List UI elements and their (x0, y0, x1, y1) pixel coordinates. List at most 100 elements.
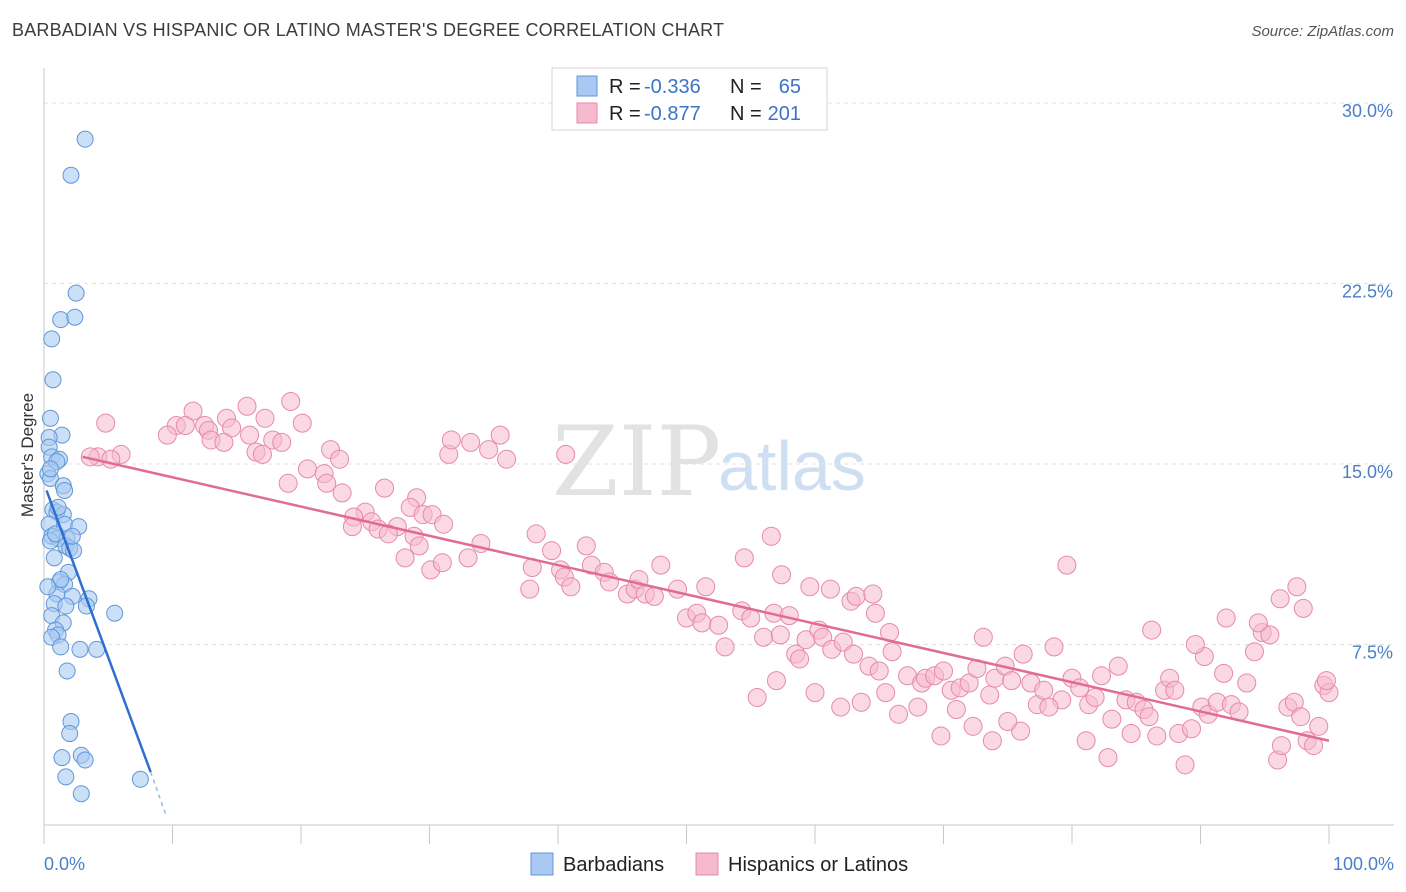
point-hispanic (865, 603, 885, 623)
series-barbadians-points (39, 130, 149, 803)
point-barbadian (41, 409, 59, 427)
point-barbadian (72, 785, 90, 803)
point-hispanic (876, 683, 896, 703)
point-hispanic (1214, 663, 1234, 683)
point-hispanic (820, 579, 840, 599)
y-tick-label-3: 30.0% (1342, 101, 1393, 121)
point-hispanic (1309, 716, 1329, 736)
point-barbadian (76, 751, 94, 769)
y-tick-label-1: 15.0% (1342, 462, 1393, 482)
point-hispanic (434, 514, 454, 534)
point-hispanic (1237, 673, 1257, 693)
point-hispanic (1039, 697, 1059, 717)
point-hispanic (561, 577, 581, 597)
point-hispanic (526, 524, 546, 544)
point-hispanic (96, 413, 116, 433)
chart-source: Source: ZipAtlas.com (1251, 23, 1394, 40)
point-hispanic (497, 449, 517, 469)
point-hispanic (644, 586, 664, 606)
legend-stats: R = -0.336 N = 65 R = -0.877 N = 201 (551, 67, 828, 131)
point-hispanic (980, 685, 1000, 705)
x-ticks (43, 825, 1330, 844)
point-barbadian (43, 330, 61, 348)
x-tick-label-min: 0.0% (44, 854, 85, 874)
watermark-zip: ZIP (552, 406, 721, 518)
point-barbadian (71, 640, 89, 658)
point-hispanic (214, 432, 234, 452)
y-tick-labels: 7.5% 15.0% 22.5% 30.0% (1342, 101, 1393, 662)
legend-n-value-1: 65 (779, 76, 801, 98)
point-barbadian (56, 482, 74, 500)
watermark-atlas: atlas (718, 427, 866, 505)
point-hispanic (908, 697, 928, 717)
point-barbadian (45, 549, 63, 567)
point-hispanic (1287, 577, 1307, 597)
legend-r-value-2: -0.877 (644, 103, 701, 125)
point-hispanic (1270, 589, 1290, 609)
point-barbadian (39, 578, 57, 596)
point-hispanic (1057, 555, 1077, 575)
point-hispanic (831, 697, 851, 717)
point-hispanic (255, 408, 275, 428)
point-hispanic (790, 649, 810, 669)
point-hispanic (982, 731, 1002, 751)
point-hispanic (1244, 642, 1264, 662)
point-hispanic (973, 627, 993, 647)
point-hispanic (330, 449, 350, 469)
legend-n-value-2: 201 (768, 103, 801, 125)
point-hispanic (1102, 709, 1122, 729)
point-hispanic (1216, 608, 1236, 628)
point-hispanic (934, 661, 953, 681)
point-hispanic (696, 577, 716, 597)
point-hispanic (998, 712, 1018, 732)
point-hispanic (175, 416, 195, 436)
legend-bottom-swatch-hispanics (695, 852, 719, 876)
point-hispanic (292, 413, 312, 433)
point-barbadian (52, 571, 70, 589)
legend-n-label-1: N = (730, 76, 762, 98)
point-hispanic (1293, 598, 1313, 618)
point-hispanic (252, 444, 272, 464)
point-hispanic (1165, 680, 1185, 700)
point-hispanic (889, 704, 909, 724)
point-hispanic (1076, 731, 1096, 751)
point-hispanic (1271, 736, 1291, 756)
point-hispanic (692, 613, 712, 633)
point-hispanic (931, 726, 951, 746)
point-hispanic (1098, 748, 1118, 768)
point-hispanic (772, 565, 792, 585)
trend-line-barbadians-extension (149, 771, 167, 816)
point-hispanic (317, 473, 337, 493)
point-hispanic (479, 440, 499, 460)
point-hispanic (157, 425, 177, 445)
point-hispanic (458, 548, 478, 568)
point-hispanic (576, 536, 596, 556)
point-hispanic (761, 526, 781, 546)
point-hispanic (1147, 726, 1167, 746)
point-hispanic (441, 430, 461, 450)
trend-line-barbadians (45, 490, 152, 773)
trend-line-hispanics (82, 455, 1330, 742)
legend-r-label-1: R = (609, 76, 641, 98)
point-hispanic (1092, 666, 1112, 686)
point-hispanic (1044, 637, 1064, 657)
y-tick-label-0: 7.5% (1352, 643, 1393, 663)
legend-r-value-1: -0.336 (644, 76, 701, 98)
point-hispanic (556, 444, 576, 464)
point-barbadian (66, 308, 84, 326)
point-hispanic (1142, 620, 1162, 640)
point-barbadian (62, 166, 80, 184)
legend-bottom-swatch-barbadians (530, 852, 554, 876)
legend-n-label-2: N = (730, 103, 762, 125)
point-hispanic (766, 671, 786, 691)
point-hispanic (80, 447, 100, 467)
point-hispanic (1260, 625, 1280, 645)
y-axis-label: Master's Degree (18, 393, 37, 517)
point-barbadian (106, 604, 124, 622)
point-barbadian (41, 460, 59, 478)
point-hispanic (1013, 644, 1033, 664)
point-hispanic (1175, 755, 1195, 775)
point-hispanic (1248, 613, 1268, 633)
point-hispanic (432, 553, 452, 573)
point-hispanic (800, 577, 820, 597)
